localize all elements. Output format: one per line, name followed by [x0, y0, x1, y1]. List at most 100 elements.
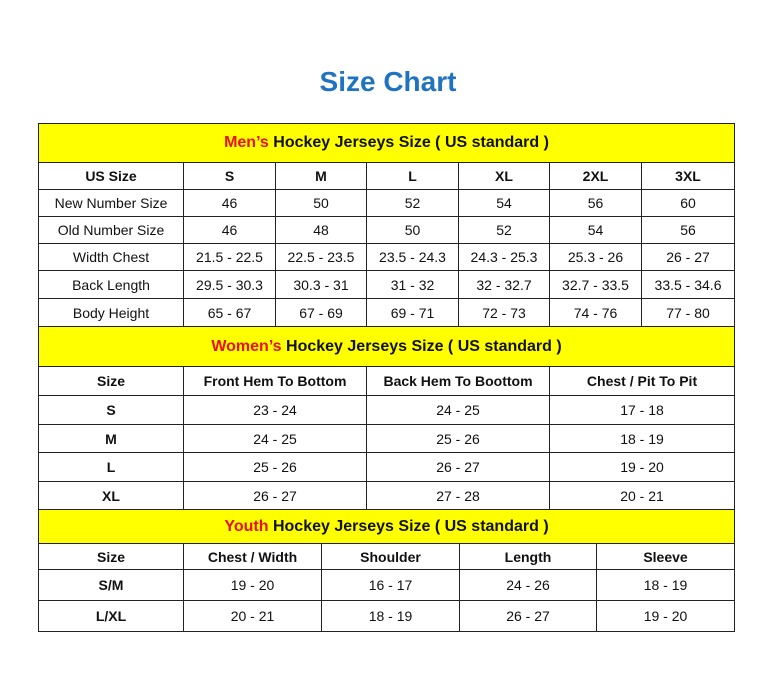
section-title: Men’s Hockey Jerseys Size ( US standard … [37, 123, 736, 163]
table-cell: 46 [183, 216, 276, 244]
column-header: Size [38, 366, 184, 396]
table-row: Back Length 29.5 - 30.3 30.3 - 31 31 - 32 32… [38, 270, 736, 299]
row-label: M [38, 424, 184, 453]
table-row: S/M 19 - 20 16 - 17 24 - 26 18 - 19 [38, 569, 736, 601]
table-cell: 60 [640, 189, 736, 217]
table-cell: 18 - 19 [321, 600, 460, 632]
section-title-accent: Men’s [224, 134, 269, 151]
table-cell: 50 [275, 189, 367, 217]
table-cell: 26 - 27 [459, 600, 597, 632]
section-title: Youth Hockey Jerseys Size ( US standard … [37, 509, 736, 544]
table-cell: 20 - 21 [548, 481, 736, 510]
section-title-text: Hockey Jerseys Size ( US standard ) [281, 337, 562, 355]
row-label: S [38, 395, 184, 425]
table-row: New Number Size 46 50 52 54 56 60 [38, 189, 736, 217]
row-label: S/M [38, 569, 184, 601]
table-row: Body Height 65 - 67 67 - 69 69 - 71 72 - 73 7… [38, 298, 736, 327]
youth-size-table: Youth Hockey Jerseys Size ( US standard … [37, 509, 736, 632]
column-header: 2XL [549, 162, 642, 190]
mens-size-table: Men’s Hockey Jerseys Size ( US standard … [37, 123, 736, 327]
table-cell: 72 - 73 [458, 298, 550, 327]
table-cell: 18 - 19 [548, 424, 736, 453]
table-cell: 25 - 26 [183, 452, 367, 482]
table-cell: 52 [458, 216, 550, 244]
table-cell: 19 - 20 [595, 600, 736, 632]
table-row: S 23 - 24 24 - 25 17 - 18 [38, 395, 736, 425]
row-label: Width Chest [38, 243, 184, 271]
column-header: US Size [38, 162, 184, 190]
column-header-row: Size Chest / Width Shoulder Length Sleeve [38, 543, 736, 570]
table-cell: 56 [549, 189, 642, 217]
row-label: L [38, 452, 184, 482]
row-label: New Number Size [38, 189, 184, 217]
table-cell: 19 - 20 [183, 569, 322, 601]
table-cell: 50 [366, 216, 459, 244]
table-cell: 18 - 19 [595, 569, 736, 601]
table-row: L/XL 20 - 21 18 - 19 26 - 27 19 - 20 [38, 600, 736, 632]
table-cell: 26 - 27 [183, 481, 367, 510]
table-cell: 65 - 67 [183, 298, 276, 327]
table-cell: 54 [549, 216, 642, 244]
table-cell: 48 [275, 216, 367, 244]
table-cell: 16 - 17 [321, 569, 460, 601]
column-header-row: US Size S M L XL 2XL 3XL [38, 162, 736, 190]
womens-size-table: Women’s Hockey Jerseys Size ( US standar… [37, 326, 736, 510]
column-header: Length [459, 543, 597, 570]
section-title-accent: Youth [224, 517, 269, 535]
column-header: Back Hem To Boottom [366, 366, 550, 396]
page-title: Size Chart [319, 66, 457, 97]
table-cell: 23.5 - 24.3 [366, 243, 459, 271]
table-row: XL 26 - 27 27 - 28 20 - 21 [38, 481, 736, 510]
column-header: Sleeve [595, 543, 736, 570]
table-cell: 52 [366, 189, 459, 217]
table-cell: 33.5 - 34.6 [640, 270, 736, 299]
column-header: L [366, 162, 459, 190]
table-cell: 25.3 - 26 [549, 243, 642, 271]
table-cell: 77 - 80 [640, 298, 736, 327]
table-cell: 19 - 20 [548, 452, 736, 482]
table-cell: 24 - 26 [459, 569, 597, 601]
table-cell: 20 - 21 [183, 600, 322, 632]
table-cell: 26 - 27 [366, 452, 550, 482]
row-label: Body Height [38, 298, 184, 327]
table-cell: 24 - 25 [366, 395, 550, 425]
men-section-header: Men’s Hockey Jerseys Size ( US standard … [37, 123, 736, 163]
table-row: M 24 - 25 25 - 26 18 - 19 [38, 424, 736, 453]
table-cell: 23 - 24 [183, 395, 367, 425]
column-header: M [275, 162, 367, 190]
table-row: Width Chest 21.5 - 22.5 22.5 - 23.5 23.5 - … [38, 243, 736, 271]
column-header: XL [458, 162, 550, 190]
table-cell: 27 - 28 [366, 481, 550, 510]
table-cell: 30.3 - 31 [275, 270, 367, 299]
section-title-text: Hockey Jerseys Size ( US standard ) [268, 517, 549, 535]
section-title-text: Hockey Jerseys Size ( US standard ) [268, 134, 549, 151]
column-header-row: Size Front Hem To Bottom Back Hem To Boott… [38, 366, 736, 396]
women-section-header: Women’s Hockey Jerseys Size ( US standar… [37, 326, 736, 367]
column-header: Chest / Width [183, 543, 322, 570]
table-cell: 24 - 25 [183, 424, 367, 453]
table-cell: 17 - 18 [548, 395, 736, 425]
table-cell: 32.7 - 33.5 [549, 270, 642, 299]
section-title: Women’s Hockey Jerseys Size ( US standar… [37, 326, 736, 367]
table-row: L 25 - 26 26 - 27 19 - 20 [38, 452, 736, 482]
row-label: L/XL [38, 600, 184, 632]
row-label: Old Number Size [38, 216, 184, 244]
table-cell: 54 [458, 189, 550, 217]
section-title-accent: Women’s [211, 337, 282, 355]
table-cell: 46 [183, 189, 276, 217]
table-cell: 21.5 - 22.5 [183, 243, 276, 271]
column-header: Front Hem To Bottom [183, 366, 367, 396]
table-cell: 31 - 32 [366, 270, 459, 299]
row-label: Back Length [38, 270, 184, 299]
table-cell: 67 - 69 [275, 298, 367, 327]
table-cell: 56 [640, 216, 736, 244]
youth-section-header: Youth Hockey Jerseys Size ( US standard … [37, 509, 736, 544]
table-cell: 74 - 76 [549, 298, 642, 327]
column-header: S [183, 162, 276, 190]
table-cell: 29.5 - 30.3 [183, 270, 276, 299]
table-cell: 26 - 27 [640, 243, 736, 271]
table-row: Old Number Size 46 48 50 52 54 56 [38, 216, 736, 244]
column-header: Chest / Pit To Pit [548, 366, 736, 396]
table-cell: 22.5 - 23.5 [275, 243, 367, 271]
table-cell: 24.3 - 25.3 [458, 243, 550, 271]
